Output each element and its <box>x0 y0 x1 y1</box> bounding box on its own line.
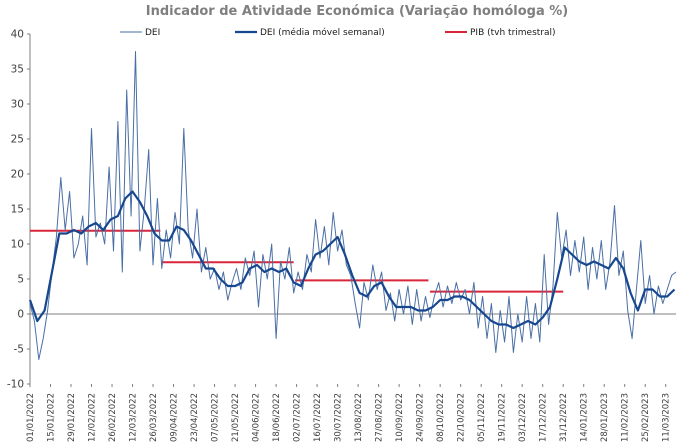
y-tick-label: 0 <box>17 309 24 321</box>
x-tick-label: 05/11/2022 <box>477 393 487 442</box>
x-tick-label: 27/08/2022 <box>375 393 385 442</box>
x-tick-label: 12/02/2022 <box>88 393 98 442</box>
legend-label: PIB (tvh trimestral) <box>470 28 556 38</box>
y-tick-label: 20 <box>11 169 24 181</box>
y-tick-label: 25 <box>11 134 24 146</box>
x-tick-label: 22/10/2022 <box>457 393 467 442</box>
x-tick-label: 18/06/2022 <box>272 393 282 442</box>
x-tick-label: 14/01/2023 <box>580 393 590 442</box>
x-tick-label: 29/01/2022 <box>67 393 77 442</box>
x-tick-label: 03/12/2022 <box>518 393 528 442</box>
x-tick-label: 07/05/2022 <box>211 393 221 442</box>
legend-item-dei: DEI <box>120 28 160 38</box>
series-line-dei <box>29 51 677 360</box>
x-tick-label: 26/02/2022 <box>108 393 118 442</box>
legend-item-dei-media-movel: DEI (média móvel semanal) <box>235 27 385 38</box>
x-tick-label: 28/01/2023 <box>600 393 610 442</box>
x-tick-label: 10/09/2022 <box>395 393 405 442</box>
x-tick-label: 26/03/2022 <box>149 393 159 442</box>
y-axis: -10 -5 0 5 10 15 20 25 30 35 40 <box>7 29 31 391</box>
x-tick-label: 08/10/2022 <box>436 393 446 442</box>
x-tick-label: 25/02/2023 <box>641 393 651 442</box>
x-tick-label: 31/12/2022 <box>559 393 569 442</box>
y-tick-label: 35 <box>11 64 24 76</box>
x-tick-label: 21/05/2022 <box>231 393 241 442</box>
x-tick-label: 16/07/2022 <box>313 393 323 442</box>
legend-item-pib: PIB (tvh trimestral) <box>445 28 556 38</box>
series-line-dei-media-movel <box>28 190 676 330</box>
x-tick-label: 11/03/2023 <box>662 393 672 442</box>
y-tick-label: -10 <box>7 379 24 391</box>
x-tick-label: 17/12/2022 <box>539 393 549 442</box>
x-tick-label: 23/04/2022 <box>190 393 200 442</box>
x-tick-label: 19/11/2022 <box>498 393 508 442</box>
x-tick-label: 09/04/2022 <box>170 393 180 442</box>
y-tick-label: 30 <box>11 99 24 111</box>
x-tick-label: 11/02/2023 <box>621 393 631 442</box>
x-tick-label: 01/01/2022 <box>26 393 36 442</box>
y-tick-label: -5 <box>14 344 24 356</box>
x-tick-label: 30/07/2022 <box>334 393 344 442</box>
x-tick-label: 02/07/2022 <box>293 393 303 442</box>
legend-label: DEI <box>145 28 160 38</box>
x-tick-label: 15/01/2022 <box>47 393 57 442</box>
x-tick-label: 13/08/2022 <box>354 393 364 442</box>
x-tick-label: 24/09/2022 <box>416 393 426 442</box>
plot-area <box>28 51 677 360</box>
x-axis: 01/01/2022 15/01/2022 29/01/2022 12/02/2022… <box>26 313 676 442</box>
y-tick-label: 10 <box>11 239 24 251</box>
x-tick-label: 04/06/2022 <box>252 393 262 442</box>
y-tick-label: 40 <box>11 29 24 41</box>
y-tick-label: 5 <box>17 274 24 286</box>
y-tick-label: 15 <box>11 204 24 216</box>
legend-label: DEI (média móvel semanal) <box>260 27 385 38</box>
chart-title: Indicador de Atividade Económica (Variaç… <box>146 4 569 19</box>
legend: DEI DEI (média móvel semanal) PIB (tvh tri… <box>120 27 556 38</box>
x-tick-label: 12/03/2022 <box>129 393 139 442</box>
